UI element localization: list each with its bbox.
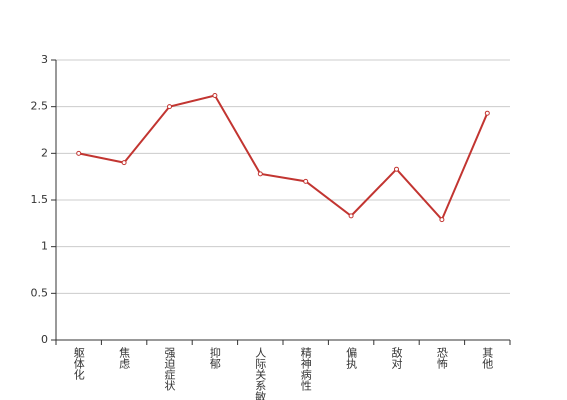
x-tick-label: 其他 (481, 347, 494, 369)
point (394, 166, 399, 172)
point (303, 178, 309, 184)
x-tick-label: 偏执 (345, 346, 358, 370)
x-tick-label: 抑郁 (208, 346, 221, 369)
y-tick-label: 2 (41, 146, 48, 159)
y-tick-label: 3 (41, 53, 48, 66)
point (439, 217, 445, 223)
y-tick-label: 1 (41, 240, 48, 253)
x-tick-label: 人际关系敏感 (254, 347, 267, 400)
point (121, 160, 127, 166)
point (348, 213, 354, 219)
point (257, 171, 263, 177)
point (212, 92, 218, 98)
x-tick-label: 强迫症状 (163, 347, 176, 391)
x-tick-label: 恐怖 (435, 347, 448, 369)
x-tick-label: 敌对 (390, 346, 403, 369)
point (167, 104, 172, 110)
point (76, 150, 82, 156)
line (78, 94, 489, 222)
point (484, 110, 490, 116)
y-tick-label: 1.5 (31, 193, 49, 206)
x-tick-label: 躯体化 (72, 347, 85, 381)
x-tick-label: 焦虑 (118, 347, 131, 369)
y-tick-label: 0.5 (31, 286, 49, 299)
y-tick-label: 2.5 (31, 100, 49, 113)
x-tick-label: 精神病性 (299, 347, 312, 392)
y-tick-label: 0 (41, 333, 48, 346)
